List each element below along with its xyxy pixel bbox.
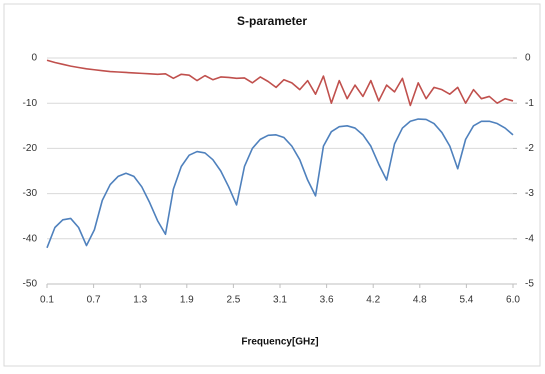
x-tick-label: 0.7	[87, 295, 101, 306]
y-tick-label: -40	[23, 233, 38, 244]
y-tick-label: -20	[23, 143, 38, 154]
y2-tick-label: -5	[525, 279, 534, 290]
y-tick-label: 0	[31, 53, 37, 64]
x-tick-label: 4.2	[366, 295, 380, 306]
x-tick-label: 3.1	[273, 295, 287, 306]
x-tick-label: 1.9	[180, 295, 194, 306]
x-tick-label: 6.0	[506, 295, 520, 306]
y-tick-label: -10	[23, 98, 38, 109]
x-tick-label: 0.1	[40, 295, 54, 306]
x-axis-title: Frequency[GHz]	[241, 337, 318, 348]
y2-tick-label: -4	[525, 233, 534, 244]
y-tick-label: -50	[23, 279, 38, 290]
y-tick-label: -30	[23, 188, 38, 199]
y2-tick-label: -3	[525, 188, 534, 199]
x-tick-label: 2.5	[226, 295, 240, 306]
x-tick-label: 5.4	[459, 295, 473, 306]
y2-tick-label: 0	[525, 53, 531, 64]
x-tick-label: 1.3	[133, 295, 147, 306]
series-line	[46, 118, 514, 249]
chart-title: S-parameter	[237, 14, 307, 28]
x-tick-label: 3.6	[320, 295, 334, 306]
y2-tick-label: -1	[525, 98, 534, 109]
y2-tick-label: -2	[525, 143, 534, 154]
series-line	[46, 59, 514, 107]
x-tick-label: 4.8	[413, 295, 427, 306]
chart-frame	[3, 3, 541, 367]
